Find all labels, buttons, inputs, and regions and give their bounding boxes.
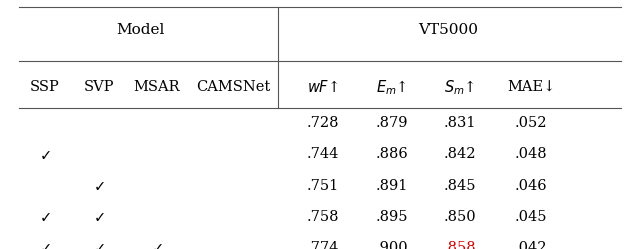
Text: VT5000: VT5000 bbox=[418, 23, 478, 37]
Text: $\checkmark$: $\checkmark$ bbox=[39, 209, 51, 224]
Text: $\checkmark$: $\checkmark$ bbox=[151, 240, 163, 249]
Text: .048: .048 bbox=[515, 147, 547, 161]
Text: CAMSNet: CAMSNet bbox=[196, 80, 271, 94]
Text: MAE↓: MAE↓ bbox=[507, 80, 556, 94]
Text: $\checkmark$: $\checkmark$ bbox=[39, 240, 51, 249]
Text: .845: .845 bbox=[444, 179, 476, 192]
Text: $wF$↑: $wF$↑ bbox=[307, 79, 339, 95]
Text: $\checkmark$: $\checkmark$ bbox=[93, 209, 105, 224]
Text: SVP: SVP bbox=[84, 80, 115, 94]
Text: $\checkmark$: $\checkmark$ bbox=[39, 147, 51, 162]
Text: .728: .728 bbox=[307, 116, 339, 130]
Text: $\checkmark$: $\checkmark$ bbox=[93, 178, 105, 193]
Text: .879: .879 bbox=[376, 116, 408, 130]
Text: .042: .042 bbox=[515, 241, 547, 249]
Text: MSAR: MSAR bbox=[134, 80, 180, 94]
Text: Model: Model bbox=[116, 23, 165, 37]
Text: .045: .045 bbox=[515, 210, 547, 224]
Text: SSP: SSP bbox=[30, 80, 60, 94]
Text: $\checkmark$: $\checkmark$ bbox=[93, 240, 105, 249]
Text: .046: .046 bbox=[515, 179, 547, 192]
Text: .744: .744 bbox=[307, 147, 339, 161]
Text: .751: .751 bbox=[307, 179, 339, 192]
Text: .895: .895 bbox=[376, 210, 408, 224]
Text: $E_m$↑: $E_m$↑ bbox=[376, 78, 407, 97]
Text: .831: .831 bbox=[444, 116, 476, 130]
Text: .774: .774 bbox=[307, 241, 339, 249]
Text: .052: .052 bbox=[515, 116, 547, 130]
Text: .900: .900 bbox=[376, 241, 408, 249]
Text: $S_m$↑: $S_m$↑ bbox=[444, 78, 475, 97]
Text: .891: .891 bbox=[376, 179, 408, 192]
Text: .858: .858 bbox=[444, 241, 476, 249]
Text: .758: .758 bbox=[307, 210, 339, 224]
Text: .842: .842 bbox=[444, 147, 476, 161]
Text: .886: .886 bbox=[375, 147, 408, 161]
Text: .850: .850 bbox=[444, 210, 476, 224]
